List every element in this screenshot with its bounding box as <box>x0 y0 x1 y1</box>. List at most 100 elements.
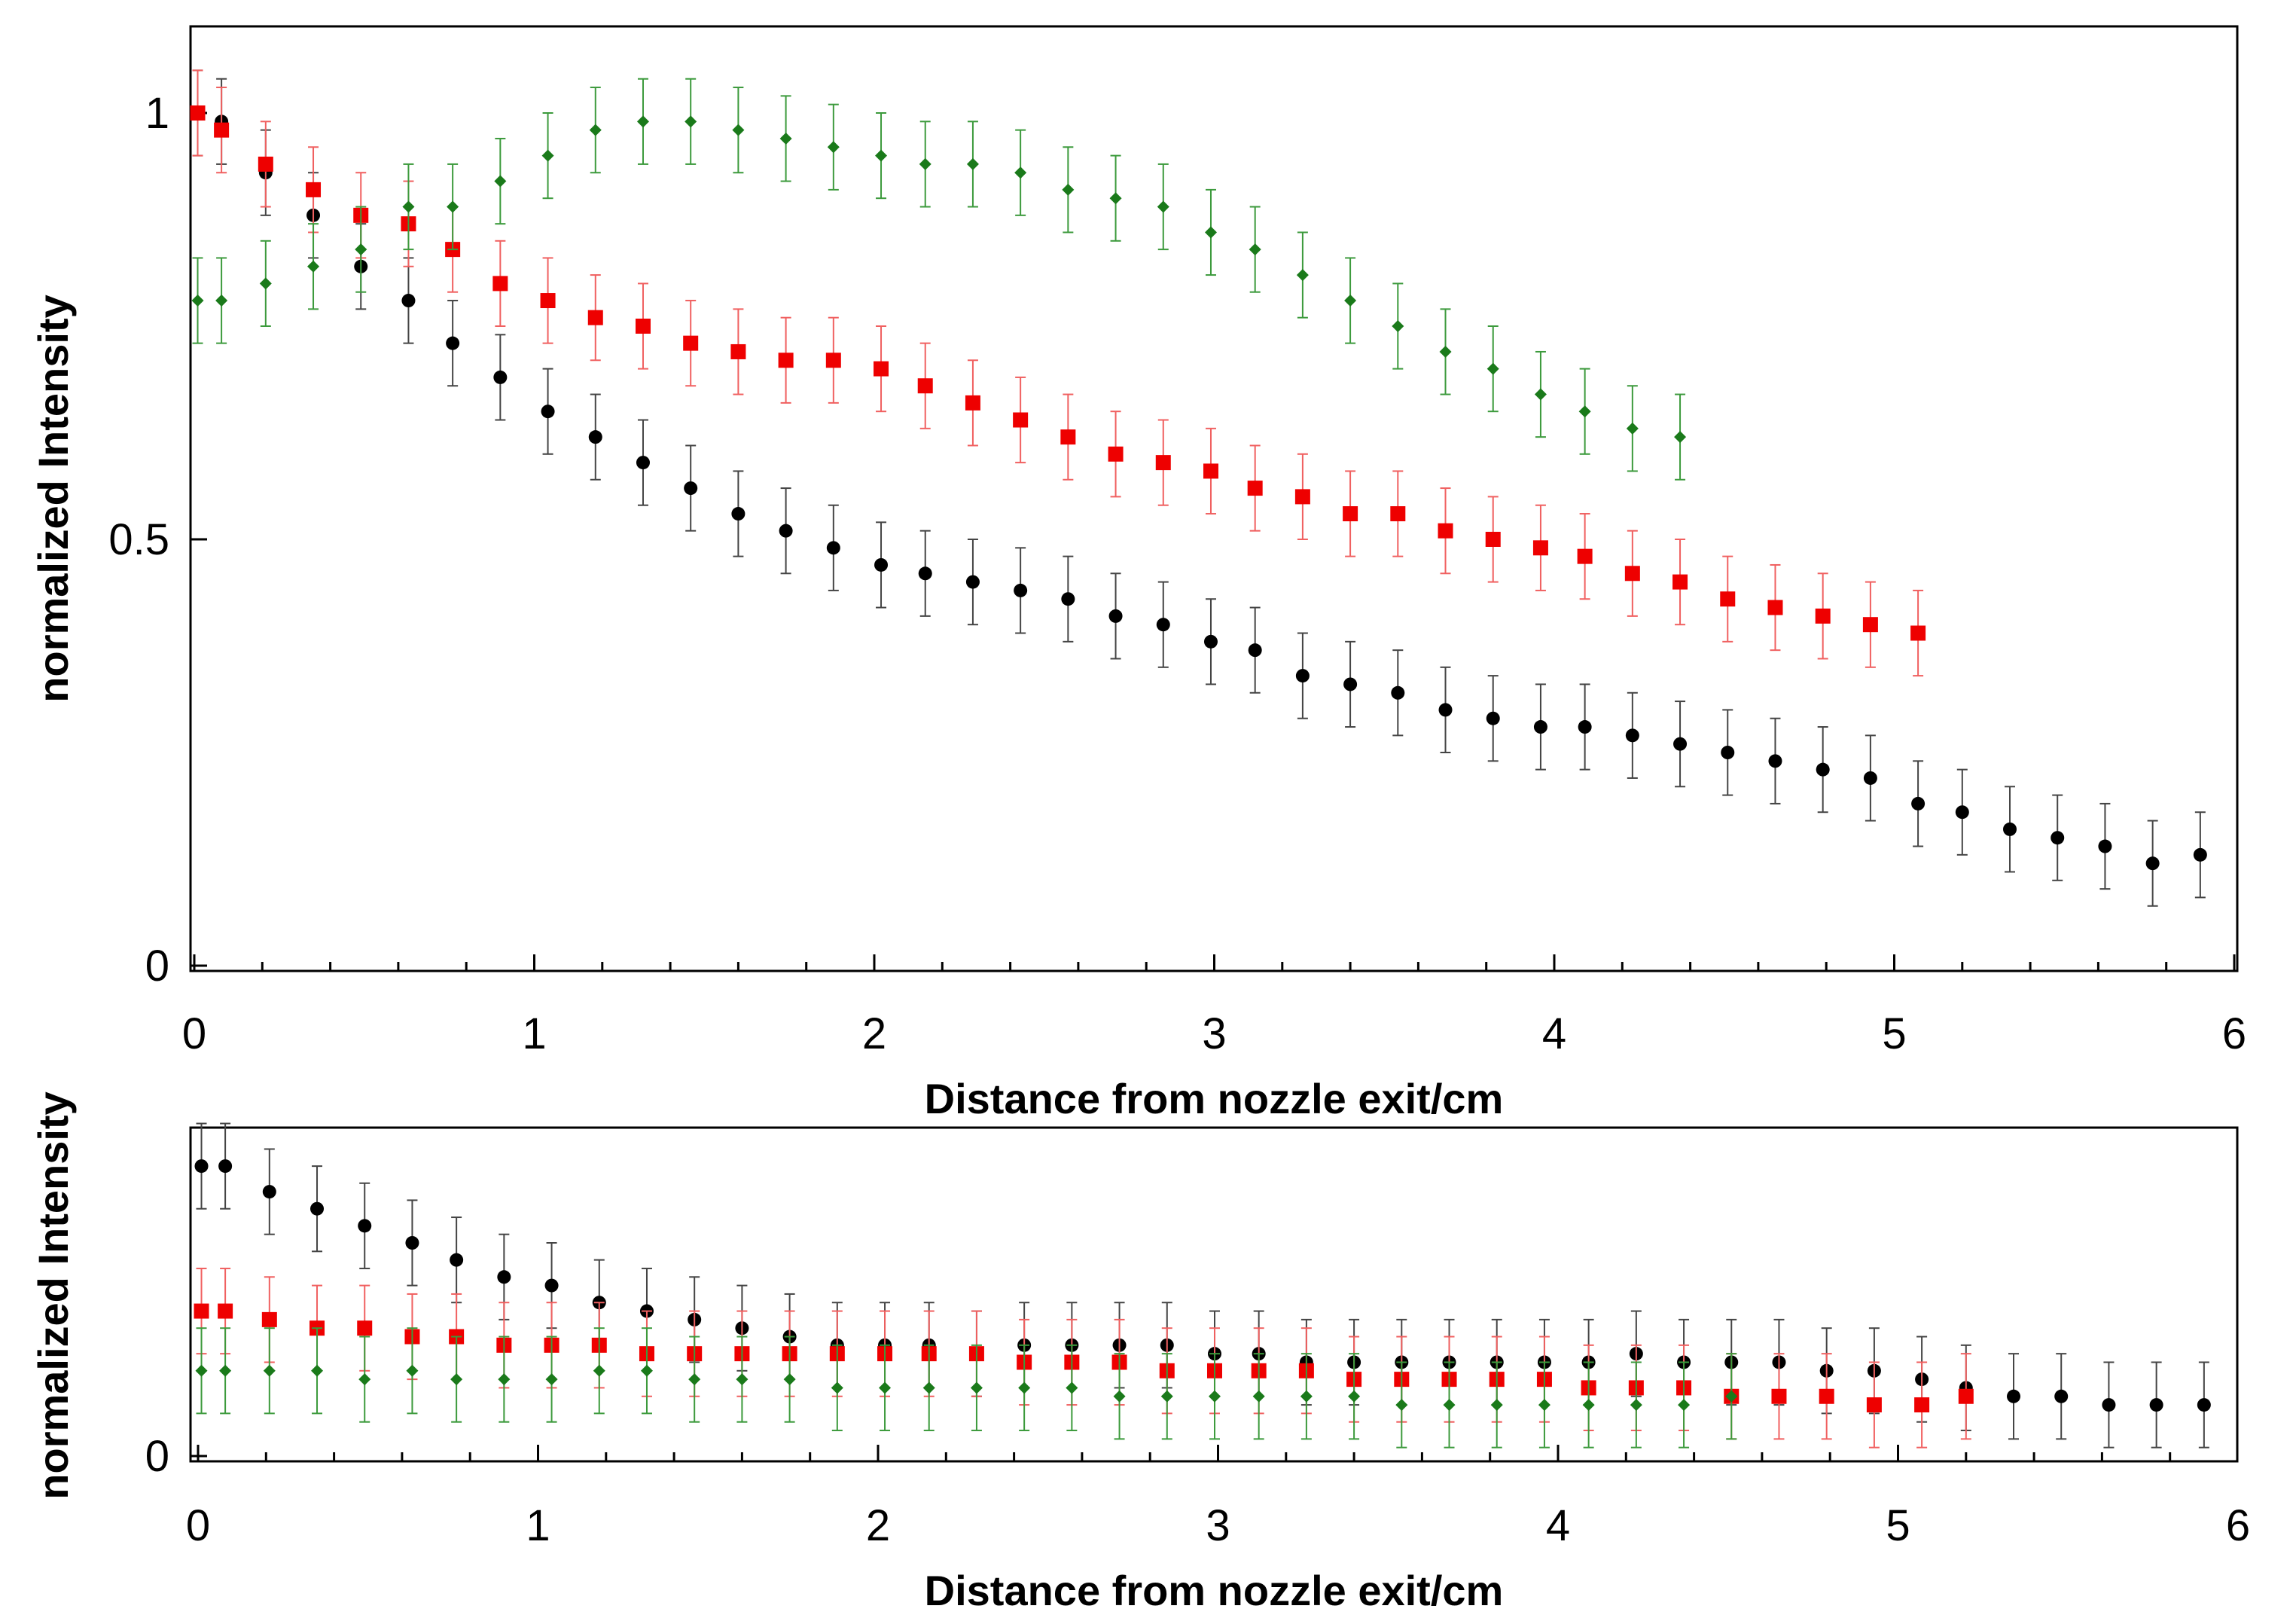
data-point <box>778 353 794 368</box>
top-plot-frame <box>189 25 2239 972</box>
data-point <box>1156 618 1170 632</box>
data-point <box>492 276 508 292</box>
data-point <box>541 149 554 162</box>
data-point <box>1532 540 1548 556</box>
data-point <box>636 456 650 470</box>
data-point <box>1155 455 1171 471</box>
data-point <box>1533 720 1547 734</box>
data-point <box>544 1278 559 1293</box>
data-point <box>218 1159 233 1174</box>
data-point <box>1672 574 1688 590</box>
data-point <box>541 404 555 419</box>
data-point <box>1013 412 1029 428</box>
data-point <box>497 1270 511 1284</box>
top-panel: 0 1 2 3 4 5 6 0 0.5 1 Distance from nozzle exit/c… <box>29 25 2246 1122</box>
x-tick-label: 6 <box>2222 1009 2246 1058</box>
bottom-axis-ticks <box>191 1445 2172 1461</box>
data-point <box>2197 1398 2211 1412</box>
data-point <box>731 507 746 521</box>
data-point <box>922 1381 935 1394</box>
data-point <box>1203 463 1218 479</box>
data-point <box>2098 839 2112 853</box>
data-point <box>401 294 416 308</box>
data-point <box>874 557 889 572</box>
data-point <box>310 1201 325 1216</box>
data-point <box>194 1159 209 1174</box>
data-point <box>406 1364 419 1377</box>
data-point <box>736 1373 749 1386</box>
data-point <box>587 310 603 325</box>
data-point <box>1624 566 1640 582</box>
data-point <box>191 295 204 307</box>
data-point <box>215 295 228 307</box>
data-point <box>2149 1398 2163 1412</box>
series-green <box>191 78 1687 481</box>
data-point <box>1910 625 1926 641</box>
data-point <box>307 260 320 273</box>
data-point <box>1626 422 1639 435</box>
data-point <box>1157 200 1169 213</box>
data-point <box>1108 446 1124 462</box>
data-point <box>1343 506 1358 522</box>
data-point <box>1109 192 1122 205</box>
data-point <box>1721 746 1735 759</box>
data-point <box>1578 405 1591 418</box>
data-point <box>1390 506 1406 522</box>
data-point <box>783 1373 796 1386</box>
data-point <box>1819 1388 1834 1404</box>
data-point <box>2102 1398 2116 1412</box>
data-point <box>1673 737 1688 751</box>
top-axis-ticks <box>191 111 2236 971</box>
data-point <box>1771 1388 1787 1404</box>
data-point <box>1577 548 1593 564</box>
data-point <box>195 1364 208 1377</box>
data-point <box>259 277 272 290</box>
x-tick-label: 5 <box>1882 1009 1906 1058</box>
data-point <box>588 430 602 444</box>
data-point <box>1348 1390 1361 1403</box>
data-point <box>1443 1399 1456 1412</box>
data-point <box>1208 1390 1221 1403</box>
series-green <box>195 1327 1738 1449</box>
data-point <box>874 361 889 377</box>
data-point <box>446 336 460 350</box>
x-tick-label: 1 <box>522 1009 546 1058</box>
data-point <box>1438 703 1453 717</box>
top-data-series <box>190 69 2207 907</box>
data-point <box>1248 643 1262 658</box>
x-tick-label: 3 <box>1202 1009 1226 1058</box>
x-tick-label: 0 <box>182 1009 206 1058</box>
data-point <box>1486 362 1499 375</box>
x-tick-label: 2 <box>862 1009 886 1058</box>
data-point <box>1113 1390 1126 1403</box>
data-point <box>1295 669 1310 683</box>
data-point <box>1534 388 1547 401</box>
data-point <box>311 1364 324 1377</box>
data-point <box>1392 320 1404 332</box>
data-point <box>1247 481 1263 496</box>
data-point <box>1862 617 1878 633</box>
bottom-tick-labels: 0 1 2 3 4 5 6 0 <box>145 1432 2250 1550</box>
data-point <box>2007 1389 2021 1403</box>
data-point <box>1490 1399 1503 1412</box>
data-point <box>1485 532 1501 547</box>
data-point <box>779 132 792 145</box>
data-point <box>2051 831 2065 845</box>
data-point <box>1438 523 1453 539</box>
data-point <box>1815 608 1831 624</box>
data-point <box>1062 183 1075 196</box>
data-point <box>966 157 979 170</box>
data-point <box>1866 1397 1882 1413</box>
data-point <box>1816 762 1830 777</box>
data-point <box>1582 1399 1595 1412</box>
x-tick-label: 5 <box>1886 1501 1910 1550</box>
data-point <box>732 124 745 136</box>
data-point <box>685 115 697 128</box>
data-point <box>263 1364 276 1377</box>
data-point <box>1061 592 1075 606</box>
data-point <box>688 1373 701 1386</box>
data-point <box>1060 429 1076 445</box>
data-point <box>1160 1390 1173 1403</box>
bottom-plot-frame <box>189 1126 2239 1463</box>
